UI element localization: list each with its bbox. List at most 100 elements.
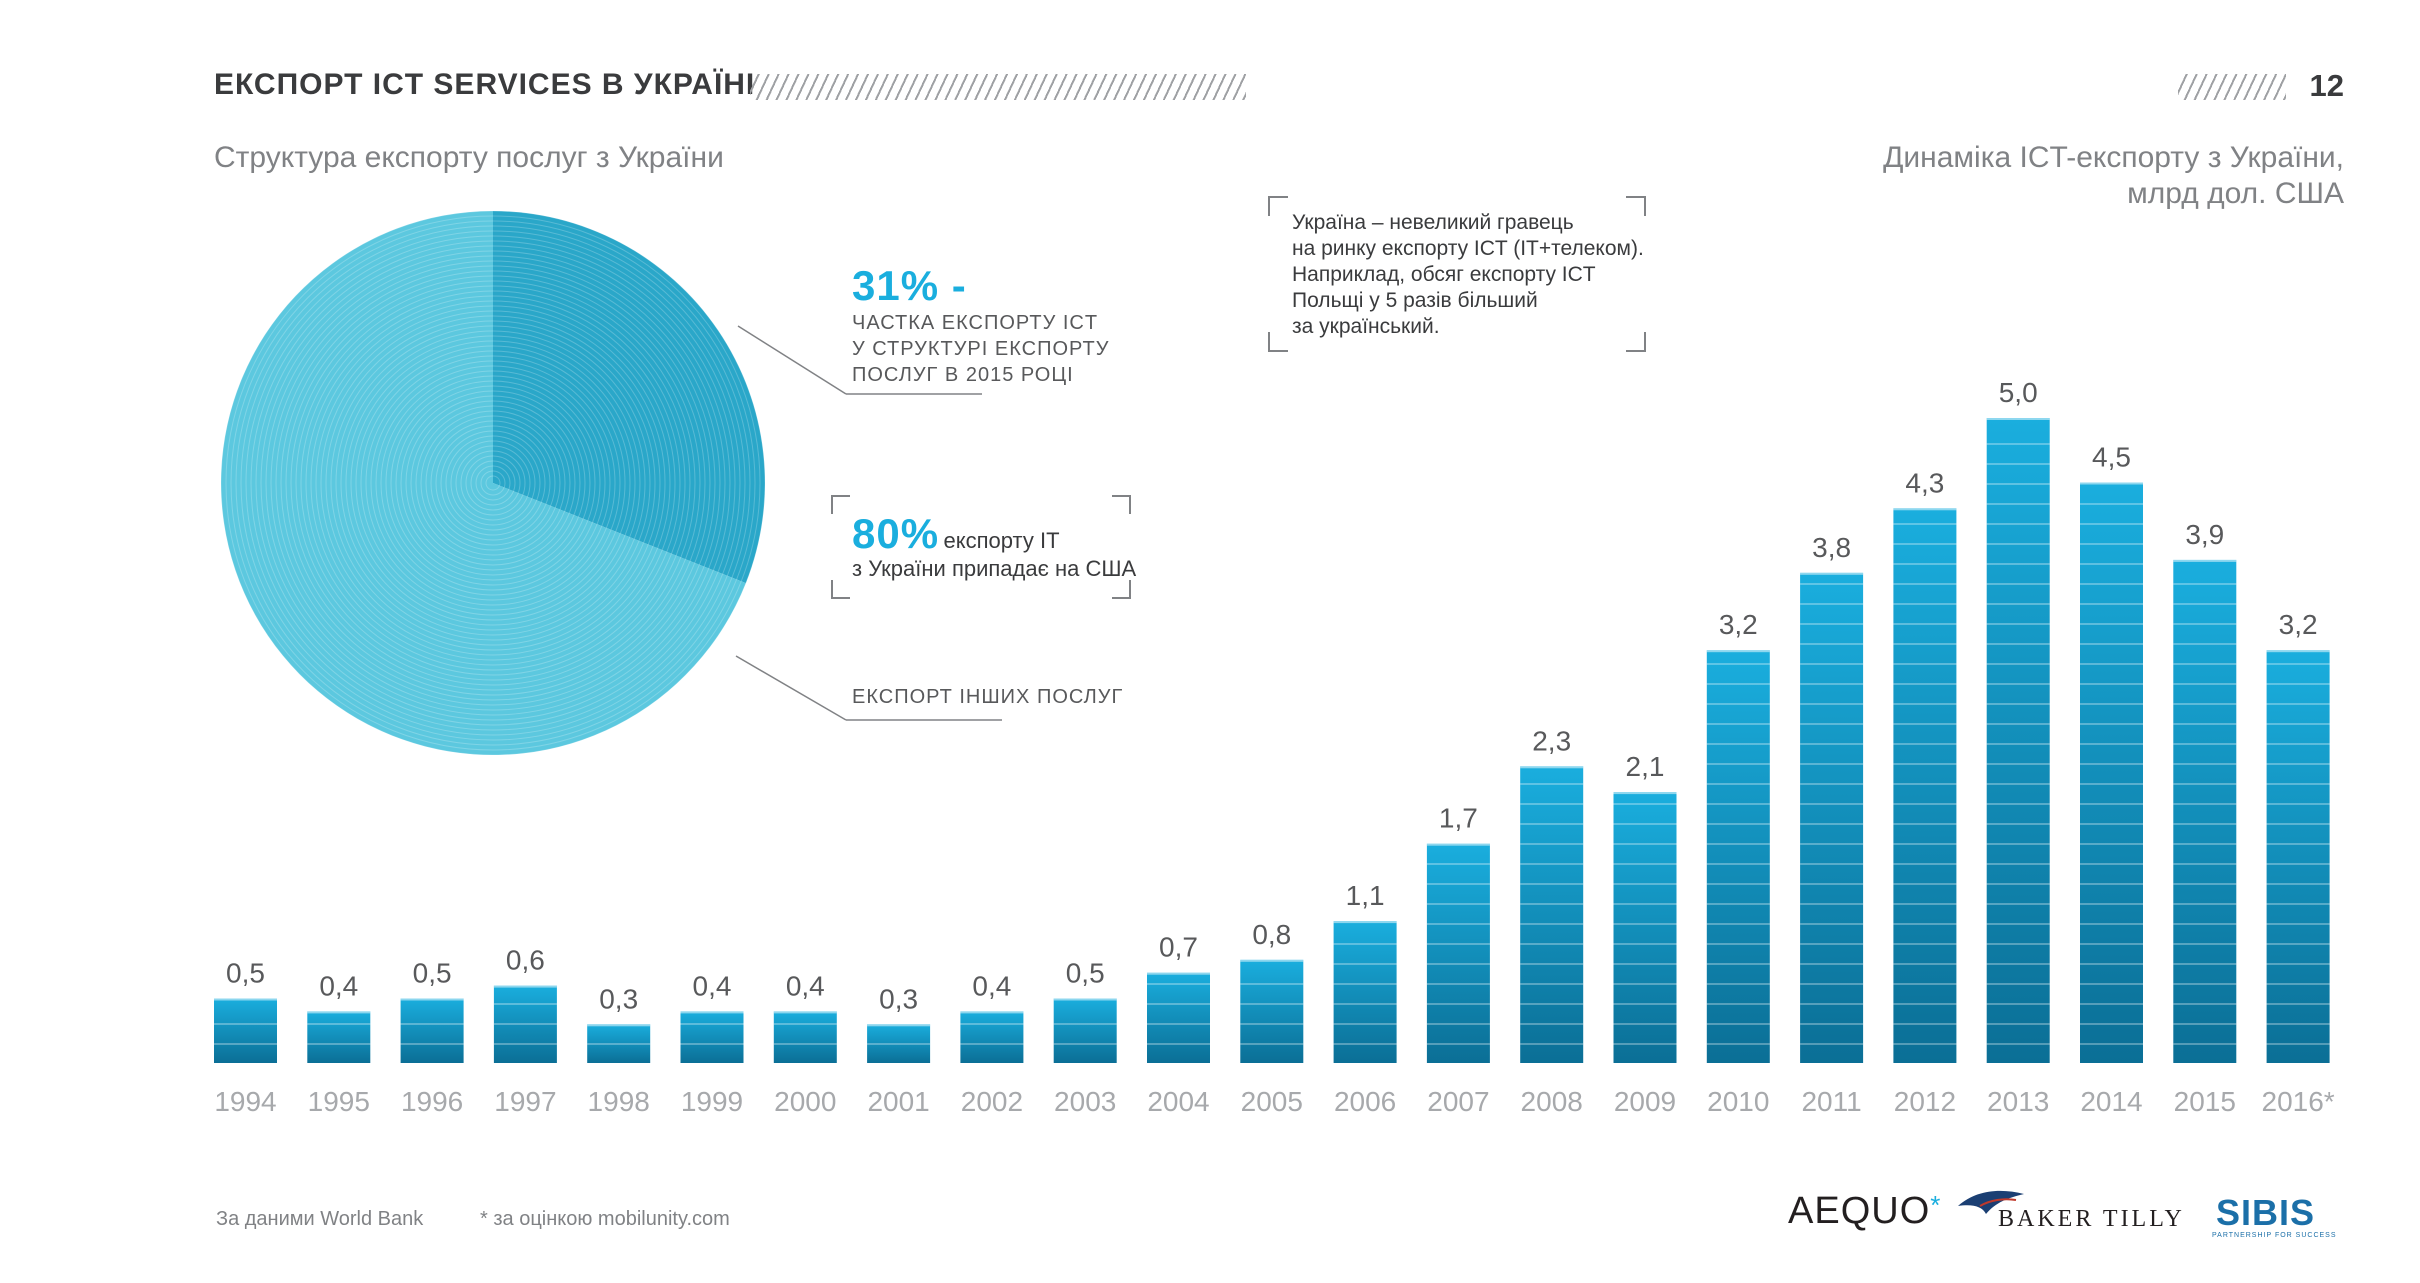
pie-ring-texture (475, 465, 511, 501)
note-corner-bl (1268, 332, 1288, 352)
x-tick-label: 2006 (1334, 1086, 1396, 1117)
bar-stripe (2173, 823, 2237, 825)
bar-stripe (1893, 563, 1957, 565)
bar-top-highlight (493, 985, 557, 988)
pie-ring-texture (230, 220, 756, 746)
bar-value-label: 4,5 (2092, 442, 2131, 473)
bar-stripe (2266, 883, 2330, 885)
bar-stripe (1706, 683, 1770, 685)
bar-stripe (1986, 663, 2050, 665)
bar-stripe (1426, 903, 1490, 905)
bar-top-highlight (2080, 482, 2143, 485)
bar-stripe (2080, 543, 2143, 545)
bar-stripe (1706, 903, 1770, 905)
bar-stripe (1240, 1003, 1304, 1005)
bar-stripe (2173, 1023, 2237, 1025)
bar-stripe (1800, 603, 1864, 605)
bar-stripe (1053, 1023, 1117, 1025)
bar-stripe (1893, 823, 1957, 825)
bar-top-highlight (1986, 418, 2050, 420)
pie-ring-texture (225, 215, 761, 751)
pie-ring-texture (330, 320, 656, 646)
bar-stripe (1053, 1043, 1117, 1045)
bar-stripe (1333, 943, 1397, 945)
bar-stripe (2080, 823, 2143, 825)
bar-value-label: 0,3 (879, 983, 918, 1014)
bar-stripe (1333, 963, 1397, 965)
bar-value-label: 0,7 (1159, 932, 1198, 963)
bar-stripe (1426, 943, 1490, 945)
callout-ict-line: ЧАСТКА ЕКСПОРТУ ICT (852, 312, 1099, 334)
bar-stripe (1520, 783, 1584, 785)
bar-stripe (2266, 903, 2330, 905)
bar-stripe (1893, 763, 1957, 765)
leader-line-other-1 (735, 655, 847, 721)
x-tick-label: 2012 (1894, 1086, 1956, 1117)
bar-stripe (1426, 883, 1490, 885)
bar-value-label: 0,5 (413, 958, 452, 989)
bar (1426, 843, 1490, 1063)
bar (1800, 572, 1864, 1063)
bar-stripe (1520, 943, 1584, 945)
bar-stripe (1800, 663, 1864, 665)
pie-ring-texture (280, 270, 706, 696)
bar-value-label: 3,2 (1719, 609, 1758, 640)
bar-stripe (1986, 623, 2050, 625)
bar (1240, 959, 1304, 1063)
bar-value-label: 4,3 (1905, 467, 1944, 498)
bar-top-highlight (587, 1024, 651, 1027)
bar-stripe (1893, 723, 1957, 725)
bar-stripe (1520, 963, 1584, 965)
x-tick-label: 2015 (2174, 1086, 2236, 1117)
bar-stripe (1800, 883, 1864, 885)
pie-ring-texture (220, 210, 766, 756)
bar (773, 1011, 837, 1063)
bar-stripe (1333, 1003, 1397, 1005)
pie-ring-texture (265, 255, 721, 711)
bar-stripe (1986, 683, 2050, 685)
bar-stripe (1800, 983, 1864, 985)
x-tick-label: 1996 (401, 1086, 463, 1117)
bar (400, 998, 464, 1063)
bar-value-label: 3,2 (2279, 609, 2318, 640)
bar-stripe (2080, 903, 2143, 905)
bar-stripe (2173, 783, 2237, 785)
bar-stripe (2080, 1003, 2143, 1005)
bar-stripe (1706, 783, 1770, 785)
bar-stripe (773, 1023, 837, 1025)
pie-ring-texture (445, 435, 541, 531)
bar-stripe (2080, 723, 2143, 725)
bar-value-label: 0,5 (1066, 958, 1105, 989)
aequo-logo-text: AEQUO (1788, 1190, 1931, 1232)
pie-ring-texture (240, 230, 746, 736)
bar-stripe (1800, 723, 1864, 725)
aequo-logo: AEQUO* (1788, 1190, 1941, 1233)
bar-stripe (1613, 943, 1677, 945)
note-line: Україна – невеликий гравець (1292, 211, 1574, 234)
bar-stripe (1706, 923, 1770, 925)
note-line: Польщі у 5 разів більший (1292, 289, 1538, 312)
pie-ring-texture (305, 295, 681, 671)
x-tick-label: 2005 (1241, 1086, 1303, 1117)
bar-stripe (493, 1023, 557, 1025)
bar-stripe (1893, 803, 1957, 805)
pie-ring-texture (290, 280, 696, 686)
bar-stripe (1986, 723, 2050, 725)
pie-ring-texture (430, 420, 556, 546)
bar-stripe (1706, 663, 1770, 665)
bar-stripe (1893, 963, 1957, 965)
bar-stripe (1800, 703, 1864, 705)
bar-stripe (1986, 823, 2050, 825)
bar-stripe (1706, 703, 1770, 705)
bar-subtitle-line-2: млрд дол. США (2127, 177, 2344, 210)
bar-top-highlight (307, 1011, 371, 1014)
bar-stripe (2080, 863, 2143, 865)
pie-ring-texture (270, 260, 716, 706)
callout-corner-br (1112, 580, 1131, 599)
bar-top-highlight (1706, 650, 1770, 653)
bar-stripe (1893, 923, 1957, 925)
pie-ring-texture (395, 385, 591, 581)
bar-stripe (2173, 743, 2237, 745)
bar-stripe (1800, 683, 1864, 685)
bar-stripe (1706, 1023, 1770, 1025)
